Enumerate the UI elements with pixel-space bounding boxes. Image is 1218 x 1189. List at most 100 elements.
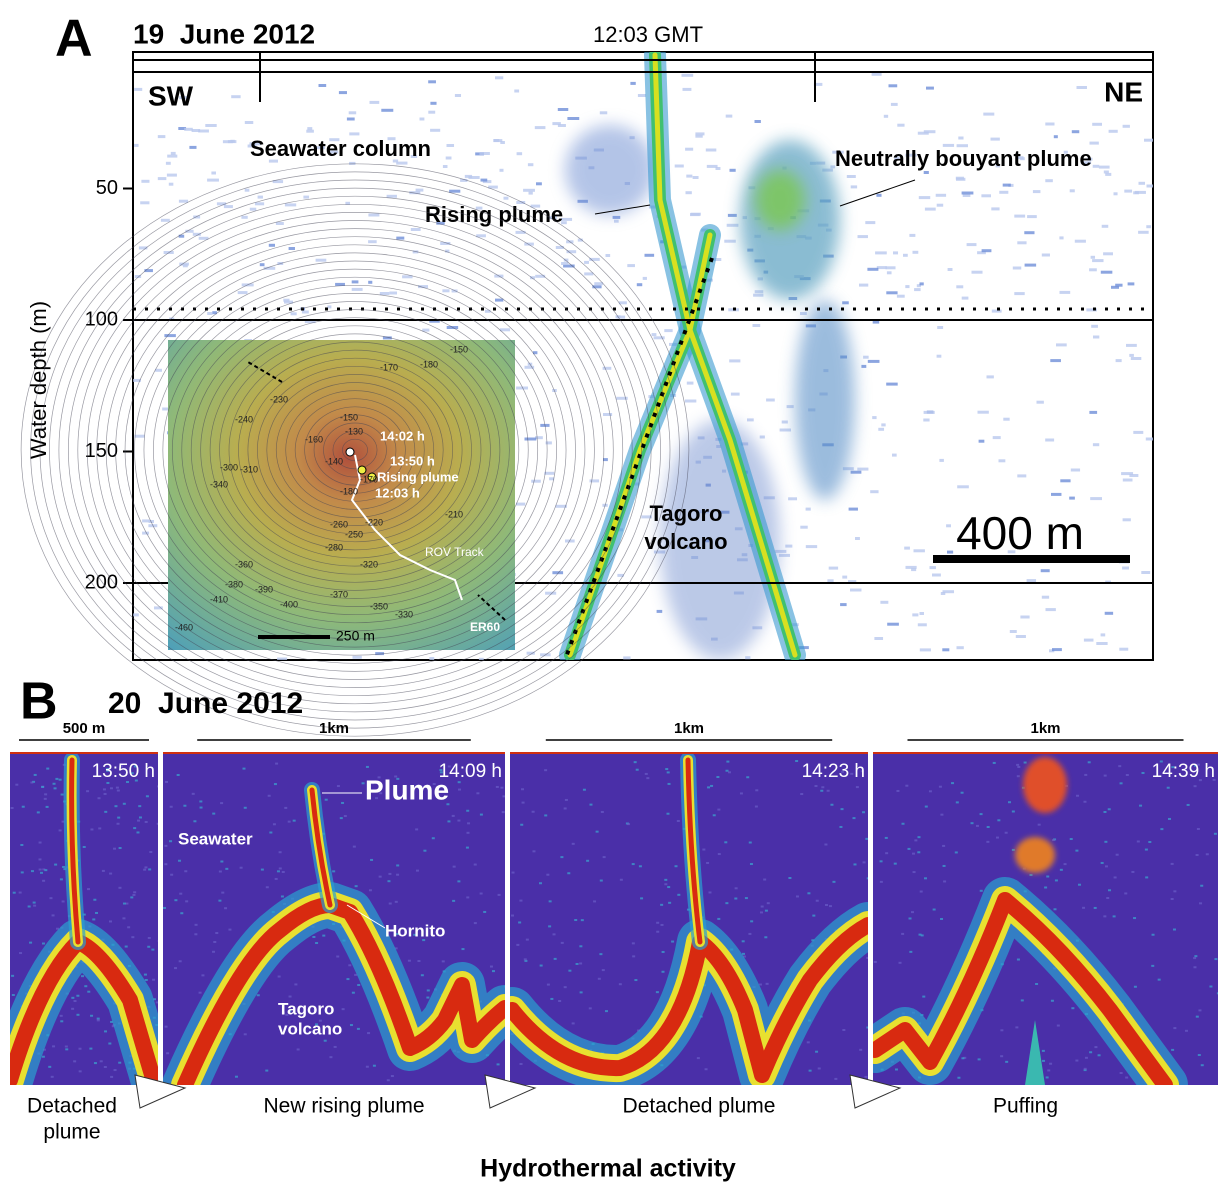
speckle xyxy=(1016,763,1020,766)
speckle xyxy=(1080,161,1092,165)
speckle xyxy=(396,864,400,867)
annotation: Hornito xyxy=(385,921,445,940)
direction-arrow xyxy=(477,594,506,621)
speckle xyxy=(1113,876,1117,879)
speckle xyxy=(239,866,243,869)
speckle xyxy=(147,936,151,939)
speckle xyxy=(524,437,537,441)
speckle xyxy=(109,787,113,790)
speckle xyxy=(140,201,150,205)
speckle xyxy=(806,1041,810,1044)
speckle xyxy=(755,789,759,792)
speckle xyxy=(765,982,769,985)
speckle xyxy=(426,989,430,992)
speckle xyxy=(500,141,505,144)
speckle xyxy=(646,777,650,780)
panel-b-annotations: Plume Seawater Hornito Tagoro volcano xyxy=(178,774,449,1038)
speckle xyxy=(642,276,647,280)
speckle xyxy=(451,814,455,817)
inset-map: 14:02 h 13:50 h Rising plume 12:03 h ROV… xyxy=(20,163,690,737)
speckle xyxy=(169,805,173,808)
speckle xyxy=(318,84,327,87)
speckle xyxy=(754,290,764,294)
speckle xyxy=(664,329,673,333)
speckle xyxy=(563,264,575,268)
y-axis-label: Water depth (m) xyxy=(26,301,51,459)
speckle xyxy=(881,423,886,427)
speckle xyxy=(579,991,583,994)
speckle xyxy=(1014,214,1026,218)
speckle xyxy=(390,1075,394,1078)
puff xyxy=(1025,1020,1045,1085)
speckle xyxy=(1151,933,1155,936)
speckle xyxy=(281,871,285,874)
speckle xyxy=(986,375,994,379)
contour-label: -300 xyxy=(220,462,238,472)
speckle xyxy=(495,76,504,80)
speckle xyxy=(144,866,148,869)
speckle xyxy=(734,897,738,900)
speckle xyxy=(1119,1072,1123,1075)
speckle xyxy=(910,911,914,914)
speckle xyxy=(272,823,276,826)
speckle xyxy=(1040,569,1050,573)
speckle xyxy=(447,765,451,768)
speckle xyxy=(33,773,37,776)
speckle xyxy=(1074,239,1086,243)
speckle xyxy=(867,267,879,271)
speckle xyxy=(706,164,718,168)
speckle xyxy=(862,861,866,864)
speckle xyxy=(812,914,816,917)
speckle xyxy=(1014,292,1025,296)
speckle xyxy=(914,288,921,292)
speckle xyxy=(63,868,67,871)
speckle xyxy=(387,137,396,141)
echogram xyxy=(873,752,1218,1085)
speckle xyxy=(133,827,137,830)
speckle xyxy=(1045,608,1056,612)
speckle xyxy=(555,504,567,508)
speckle xyxy=(991,309,1002,313)
speckle xyxy=(1171,766,1175,769)
speckle xyxy=(896,294,905,298)
speckle xyxy=(1090,255,1096,259)
speckle xyxy=(324,798,328,801)
speckle xyxy=(614,219,619,223)
speckle xyxy=(1004,831,1008,834)
speckle xyxy=(185,229,194,233)
speckle xyxy=(544,471,555,475)
speckle xyxy=(685,191,692,195)
speckle xyxy=(115,786,119,789)
speckle xyxy=(951,782,955,785)
speckle xyxy=(821,786,825,789)
speckle xyxy=(914,839,918,842)
annotation: Plume xyxy=(365,774,449,805)
speckle xyxy=(1113,192,1118,196)
speckle xyxy=(220,802,224,805)
speckle xyxy=(923,418,930,422)
scale-label: 500 m xyxy=(63,720,106,737)
speckle xyxy=(460,178,468,182)
contour xyxy=(313,414,397,486)
speckle xyxy=(1071,130,1080,134)
speckle xyxy=(644,772,648,775)
speckle xyxy=(87,990,91,993)
speckle xyxy=(696,1057,700,1060)
speckle xyxy=(15,783,19,786)
speckle xyxy=(592,285,602,289)
speckle xyxy=(221,891,225,894)
speckle xyxy=(1124,189,1133,193)
speckle xyxy=(929,566,936,570)
speckle xyxy=(178,127,187,130)
echogram-a xyxy=(133,55,1153,660)
speckle xyxy=(272,180,284,184)
speckle xyxy=(880,600,889,604)
speckle xyxy=(917,131,929,135)
arrow xyxy=(849,1074,902,1109)
speckle xyxy=(179,892,183,895)
speckle xyxy=(281,1011,285,1014)
contour-label: -140 xyxy=(325,456,343,466)
speckle xyxy=(436,221,445,225)
speckle xyxy=(1103,252,1113,256)
speckle xyxy=(857,467,869,471)
